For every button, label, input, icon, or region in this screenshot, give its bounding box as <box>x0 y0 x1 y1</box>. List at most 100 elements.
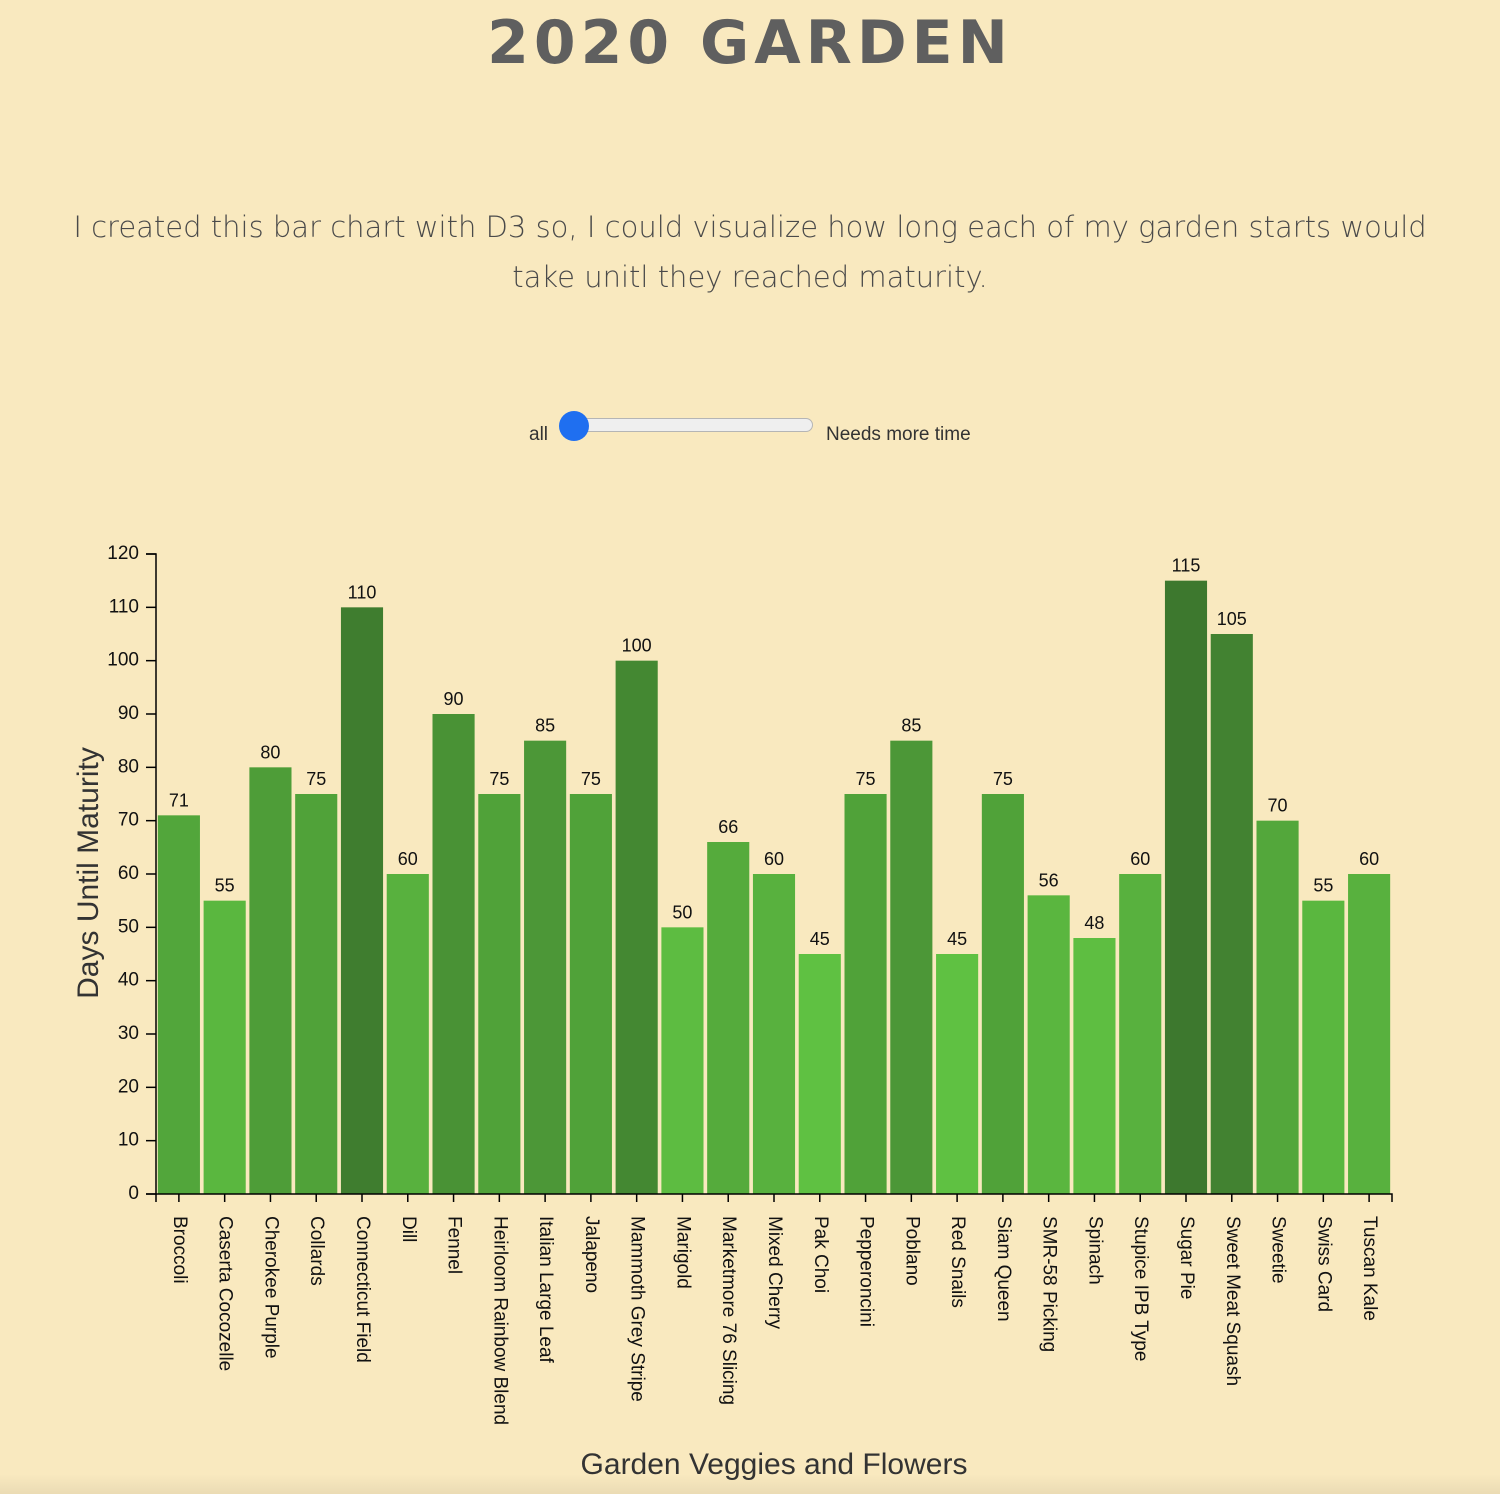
bar-marigold <box>661 927 704 1194</box>
bar-value-label: 90 <box>444 689 464 709</box>
bar-value-label: 100 <box>622 636 652 656</box>
bar-value-label: 70 <box>1268 796 1288 816</box>
bar-mammoth-grey-stripe <box>615 660 658 1194</box>
x-tick-label: Spinach <box>1084 1216 1105 1285</box>
bar-italian-large-leaf <box>524 740 567 1194</box>
bar-value-label: 56 <box>1039 870 1059 890</box>
bar-value-label: 60 <box>1130 849 1150 869</box>
bar-tuscan-kale <box>1348 874 1391 1194</box>
x-tick-label: Stupice IPB Type <box>1130 1216 1151 1361</box>
bar-value-label: 60 <box>398 849 418 869</box>
y-tick-label: 120 <box>107 543 139 564</box>
bar-value-label: 71 <box>169 790 189 810</box>
bar-marketmore-76-slicing <box>707 842 750 1194</box>
x-tick-label: SMR-58 Picking <box>1039 1216 1060 1352</box>
x-tick-label: Red Snails <box>947 1216 968 1308</box>
bar-sweet-meat-squash <box>1210 634 1253 1194</box>
y-tick-label: 80 <box>118 756 139 777</box>
y-tick-label: 50 <box>118 916 139 937</box>
y-tick-label: 100 <box>107 650 139 671</box>
bar-value-label: 45 <box>947 929 967 949</box>
bar-spinach <box>1073 938 1116 1194</box>
y-axis-title: Days Until Maturity <box>72 747 105 999</box>
bar-value-label: 50 <box>672 902 692 922</box>
bar-jalapeno <box>569 794 612 1194</box>
y-tick-label: 90 <box>118 703 139 724</box>
x-tick-label: Jalapeno <box>581 1216 602 1293</box>
y-tick-label: 10 <box>118 1130 139 1151</box>
x-tick-label: Mixed Cherry <box>764 1216 785 1329</box>
x-tick-label: Tuscan Kale <box>1359 1216 1380 1321</box>
bar-value-label: 75 <box>856 769 876 789</box>
intro-paragraph: I created this bar chart with D3 so, I c… <box>73 210 1427 294</box>
bar-red-snails <box>936 954 979 1194</box>
x-tick-label: Connecticut Field <box>352 1216 373 1363</box>
bar-caserta-cocozelle <box>203 900 246 1194</box>
bar-cherokee-purple <box>249 767 292 1194</box>
bar-value-label: 66 <box>718 817 738 837</box>
x-tick-label: Mammoth Grey Stripe <box>627 1216 648 1402</box>
bar-broccoli <box>157 815 200 1194</box>
bar-heirloom-rainbow-blend <box>478 794 521 1194</box>
x-tick-label: Pak Choi <box>810 1216 831 1293</box>
x-tick-label: Siam Queen <box>993 1216 1014 1322</box>
bar-value-label: 115 <box>1172 556 1201 576</box>
bar-collards <box>295 794 338 1194</box>
x-tick-label: Swiss Card <box>1313 1216 1334 1312</box>
slider-min-label: all <box>529 424 549 445</box>
bar-value-label: 48 <box>1084 913 1104 933</box>
x-tick-label: Sweetie <box>1268 1216 1289 1284</box>
bar-value-label: 85 <box>535 716 555 736</box>
bar-pak-choi <box>798 954 841 1194</box>
bar-value-label: 75 <box>306 769 326 789</box>
x-tick-label: Broccoli <box>169 1216 190 1284</box>
page-bottom-shadow <box>0 1474 1500 1494</box>
y-tick-label: 0 <box>128 1183 139 1204</box>
bar-sweetie <box>1256 820 1299 1194</box>
bar-stupice-ipb-type <box>1119 874 1162 1194</box>
x-tick-label: Heirloom Rainbow Blend <box>489 1216 510 1425</box>
bar-mixed-cherry <box>752 874 796 1194</box>
bars <box>157 580 1391 1194</box>
bar-siam-queen <box>981 794 1024 1194</box>
x-tick-label: Collards <box>306 1216 327 1286</box>
maturity-slider-thumb[interactable] <box>559 411 589 441</box>
x-tick-label: Marigold <box>672 1216 693 1289</box>
bar-swiss-card <box>1302 900 1345 1194</box>
bar-smr-58-picking <box>1027 895 1070 1194</box>
y-tick-label: 30 <box>118 1023 139 1044</box>
maturity-filter: all Needs more time <box>0 410 1500 450</box>
y-axis: 0 10 20 30 40 50 60 70 80 90 100 110 120 <box>107 543 157 1204</box>
bar-value-label: 60 <box>1359 849 1379 869</box>
bar-value-label: 110 <box>348 582 377 602</box>
bar-value-label: 75 <box>993 769 1013 789</box>
bar-sugar-pie <box>1164 580 1208 1194</box>
bar-value-label: 85 <box>901 716 921 736</box>
x-tick-label: Dill <box>398 1216 419 1242</box>
x-tick-label: Sugar Pie <box>1176 1216 1197 1299</box>
bar-value-label: 45 <box>810 929 830 949</box>
x-axis-title: Garden Veggies and Flowers <box>581 1448 968 1481</box>
bar-value-label: 75 <box>489 769 509 789</box>
bar-value-label: 55 <box>1313 876 1333 896</box>
y-tick-label: 110 <box>109 596 139 617</box>
x-axis-line <box>155 1193 1393 1202</box>
y-tick-label: 60 <box>118 863 139 884</box>
bar-value-label: 60 <box>764 849 784 869</box>
x-tick-label: Italian Large Leaf <box>535 1216 556 1364</box>
bar-value-label: 55 <box>215 876 235 896</box>
page-title: 2020 GARDEN <box>487 8 1013 78</box>
slider-max-label: Needs more time <box>826 424 971 445</box>
bar-value-label: 105 <box>1217 609 1247 629</box>
x-tick-label: Pepperoncini <box>856 1216 877 1327</box>
bar-connecticut-field <box>340 607 384 1194</box>
bar-value-labels: 71 55 80 75 110 60 90 75 85 75 100 50 66 60 45 75 85 45 75… <box>169 556 1379 949</box>
x-axis: Broccoli Caserta Cocozelle Cherokee Purple… <box>155 1193 1393 1425</box>
x-tick-label: Poblano <box>901 1216 922 1286</box>
x-tick-label: Cherokee Purple <box>260 1216 281 1359</box>
y-tick-label: 20 <box>118 1076 139 1097</box>
y-tick-label: 70 <box>118 810 139 831</box>
y-tick-label: 40 <box>118 970 139 991</box>
bar-poblano <box>890 740 933 1194</box>
